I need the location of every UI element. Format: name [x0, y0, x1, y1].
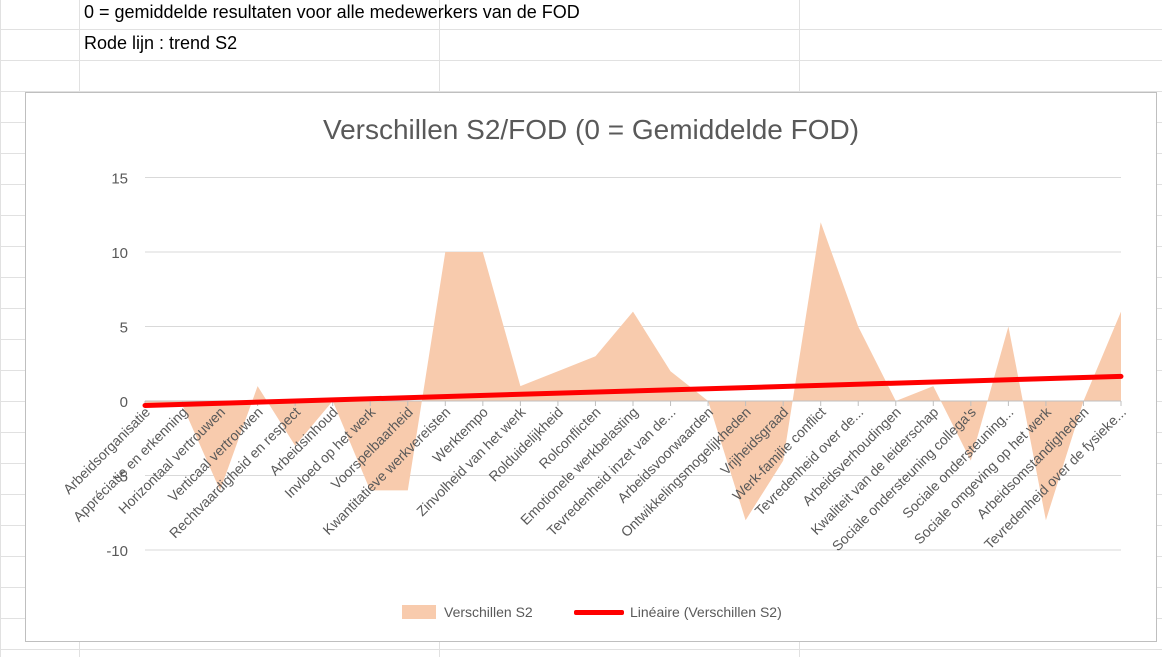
- y-tick-label: -5: [115, 469, 128, 486]
- area-series-verschillen[interactable]: [145, 222, 1121, 521]
- trend-line[interactable]: [142, 373, 1124, 408]
- sheet-note-trend: Rode lijn : trend S2: [84, 33, 238, 53]
- y-tick-label: 0: [120, 394, 128, 411]
- legend-entry-area[interactable]: Verschillen S2: [402, 604, 533, 620]
- legend-area-label: Verschillen S2: [444, 604, 533, 620]
- y-tick-label: 15: [111, 171, 128, 188]
- legend-area-swatch: [402, 605, 436, 619]
- y-tick-label: -10: [106, 543, 128, 560]
- legend-entry-trend[interactable]: Linéaire (Verschillen S2): [574, 604, 782, 620]
- sheet-note-average: 0 = gemiddelde resultaten voor alle mede…: [84, 2, 580, 22]
- legend-trend-label: Linéaire (Verschillen S2): [630, 604, 782, 620]
- y-tick-label: 5: [120, 320, 128, 337]
- y-tick-label: 10: [111, 245, 128, 262]
- legend-trend-swatch: [574, 609, 624, 615]
- chart-title: Verschillen S2/FOD (0 = Gemiddelde FOD): [322, 114, 860, 145]
